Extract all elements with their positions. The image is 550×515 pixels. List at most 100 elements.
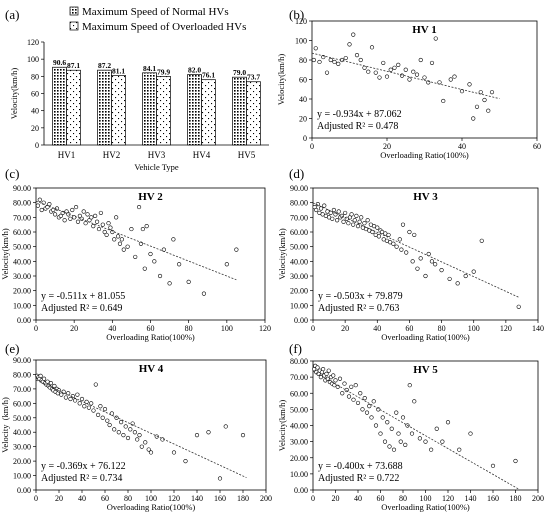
data-point	[98, 404, 103, 409]
data-point	[340, 391, 345, 396]
data-point	[148, 251, 153, 257]
bar-overloaded	[111, 75, 126, 146]
data-point	[123, 424, 128, 429]
data-point	[183, 459, 188, 464]
x-tick-label: 0	[34, 494, 38, 503]
data-point	[352, 218, 357, 223]
x-tick-label: 100	[468, 324, 480, 333]
x-tick-label: 140	[532, 324, 544, 333]
data-point	[94, 219, 100, 224]
data-point	[114, 215, 119, 220]
x-tick-label: 20	[55, 494, 63, 503]
data-point	[77, 401, 82, 406]
y-tick-label: 30.00	[13, 272, 31, 281]
data-point	[423, 439, 428, 444]
data-point	[223, 424, 228, 429]
data-point	[396, 62, 401, 67]
data-points	[35, 373, 246, 481]
data-point	[399, 247, 404, 252]
data-point	[396, 431, 401, 436]
data-point	[321, 366, 326, 372]
data-point	[68, 216, 73, 221]
data-point	[52, 212, 58, 217]
data-point	[471, 116, 476, 121]
data-point	[240, 433, 246, 438]
bar-value-label: 76.1	[202, 71, 215, 80]
data-points	[312, 363, 518, 468]
bar-overloaded	[66, 69, 81, 146]
data-point	[415, 266, 420, 271]
bar-normal	[97, 69, 112, 146]
data-point	[381, 60, 386, 66]
data-point	[479, 238, 484, 243]
data-point	[403, 442, 408, 447]
bar-normal	[187, 74, 202, 146]
data-point	[115, 234, 121, 239]
data-point	[337, 376, 343, 381]
x-tick-label: 0	[311, 324, 315, 333]
data-point	[335, 218, 340, 223]
data-point	[171, 450, 177, 455]
data-point	[51, 207, 56, 213]
data-point	[370, 229, 375, 235]
data-point	[474, 104, 480, 109]
data-point	[359, 215, 364, 220]
x-tick-label: 40	[354, 494, 362, 503]
data-point	[397, 237, 402, 242]
y-tick-label: 20.00	[13, 287, 31, 296]
y-tick-label: 120	[295, 17, 307, 26]
y-tick-label: 80	[299, 56, 307, 65]
data-point	[45, 379, 50, 384]
data-point	[362, 65, 367, 70]
data-point	[37, 197, 42, 202]
bar-overloaded	[201, 79, 216, 146]
data-point	[388, 67, 393, 72]
chart-title: HV 4	[139, 363, 164, 375]
fit-equation: y = -0.400x + 73.688	[318, 461, 403, 472]
data-point	[347, 42, 352, 47]
data-point	[463, 273, 468, 279]
chart-title: HV 5	[413, 364, 438, 376]
data-point	[387, 444, 392, 449]
chart-title: HV 1	[412, 24, 437, 36]
x-tick-label: 100	[420, 494, 432, 503]
data-point	[376, 234, 381, 239]
y-tick-label: 20.00	[290, 287, 308, 296]
data-point	[83, 221, 88, 226]
x-tick-label: 120	[442, 494, 454, 503]
y-tick-label: 10.00	[13, 301, 31, 310]
data-point	[62, 218, 67, 223]
data-point	[346, 394, 352, 399]
data-point	[355, 224, 361, 229]
x-tick-label: 0	[311, 494, 315, 503]
y-tick-label: 70.00	[290, 213, 308, 222]
data-point	[513, 458, 518, 464]
data-point	[351, 222, 356, 227]
data-point	[328, 210, 333, 216]
data-point	[392, 65, 397, 70]
x-tick-label: 100	[221, 324, 233, 333]
data-point	[482, 97, 487, 103]
data-point	[426, 251, 431, 257]
data-point	[171, 237, 176, 242]
x-tick-label: 120	[500, 324, 512, 333]
trend-line	[312, 370, 520, 490]
data-point	[128, 427, 133, 432]
data-point	[35, 203, 41, 208]
y-tick-label: 30.00	[13, 443, 31, 452]
data-point	[206, 430, 211, 435]
y-tick-label: 80	[31, 72, 39, 81]
data-point	[353, 383, 358, 388]
y-tick-label: 90.00	[13, 356, 31, 365]
panel-c: (c) 0.00 10.00 20.00 30.00 40.00 50.00 60.00 70.…	[0, 166, 271, 342]
x-tick-label: 40	[78, 494, 86, 503]
data-point	[422, 75, 427, 80]
data-point	[121, 433, 126, 438]
data-point	[440, 439, 445, 444]
data-point	[135, 437, 140, 442]
data-point	[418, 256, 423, 261]
data-point	[447, 276, 452, 282]
data-point	[410, 259, 415, 264]
data-point	[423, 273, 428, 279]
data-point	[354, 53, 360, 58]
